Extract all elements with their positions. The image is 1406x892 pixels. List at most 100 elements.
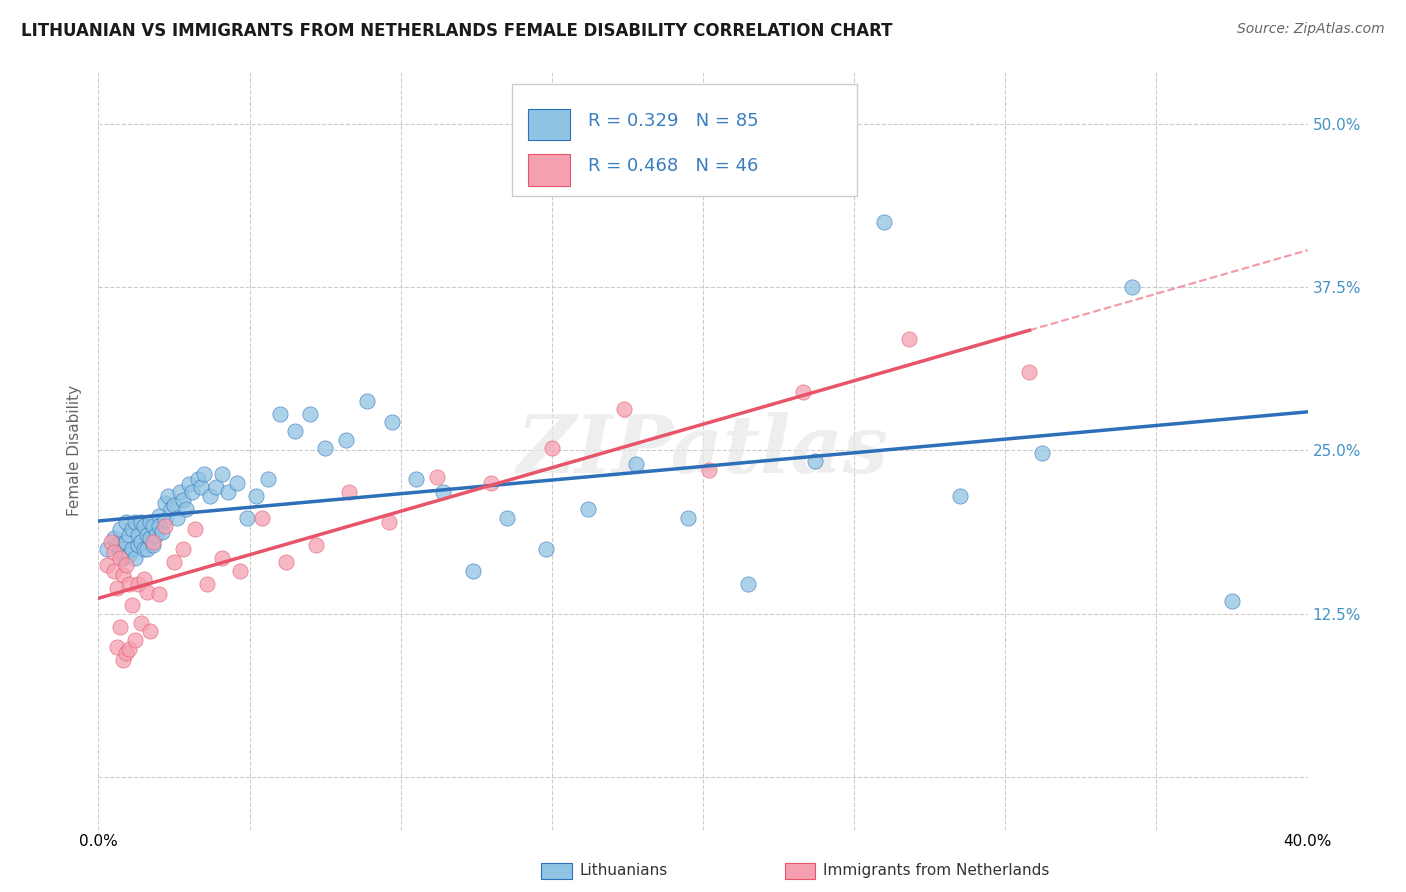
Point [169, 485, 191, 500]
Point [139, 516, 162, 530]
Point [534, 541, 557, 556]
Point [335, 433, 357, 447]
Point [172, 493, 194, 508]
Point [613, 401, 636, 416]
Point [200, 489, 222, 503]
Point [153, 513, 176, 527]
Point [195, 576, 218, 591]
Point [226, 476, 249, 491]
Point [129, 535, 152, 549]
Point [118, 642, 141, 657]
Point [132, 541, 155, 556]
Point [163, 555, 186, 569]
Point [121, 522, 143, 536]
Point [148, 519, 170, 533]
Point [190, 480, 212, 494]
Point [124, 633, 146, 648]
Point [432, 485, 454, 500]
Point [873, 215, 896, 229]
Point [121, 541, 143, 556]
Point [229, 564, 252, 578]
Text: Lithuanians: Lithuanians [579, 863, 668, 878]
Point [150, 524, 173, 539]
Point [105, 640, 128, 654]
Text: Source: ZipAtlas.com: Source: ZipAtlas.com [1237, 22, 1385, 37]
Point [148, 508, 170, 523]
Point [1031, 446, 1053, 460]
Point [135, 541, 157, 556]
Point [166, 511, 188, 525]
Point [127, 528, 149, 542]
Point [314, 441, 336, 455]
Point [299, 407, 322, 421]
Point [481, 476, 503, 491]
Text: ZIPatlas: ZIPatlas [517, 412, 889, 489]
Point [697, 463, 720, 477]
Point [405, 472, 427, 486]
Text: LITHUANIAN VS IMMIGRANTS FROM NETHERLANDS FEMALE DISABILITY CORRELATION CHART: LITHUANIAN VS IMMIGRANTS FROM NETHERLAND… [21, 22, 893, 40]
Point [118, 528, 141, 542]
Point [135, 584, 157, 599]
Point [124, 550, 146, 565]
Point [111, 550, 134, 565]
Point [108, 620, 131, 634]
Point [949, 489, 972, 503]
Point [114, 558, 136, 573]
Point [114, 646, 136, 660]
Point [737, 576, 759, 591]
Point [540, 441, 562, 455]
Point [118, 548, 141, 562]
Point [118, 576, 141, 591]
Point [142, 519, 165, 533]
Point [193, 467, 215, 481]
Point [114, 535, 136, 549]
Point [132, 572, 155, 586]
Point [337, 485, 360, 500]
Point [897, 332, 920, 346]
Point [153, 496, 176, 510]
Point [108, 545, 131, 559]
Point [181, 485, 204, 500]
Point [111, 567, 134, 582]
Point [205, 480, 228, 494]
Point [676, 511, 699, 525]
Point [145, 528, 167, 542]
Point [96, 558, 118, 573]
Point [111, 652, 134, 666]
Point [184, 522, 207, 536]
Point [163, 499, 186, 513]
Point [111, 541, 134, 556]
Point [103, 531, 125, 545]
Point [172, 541, 194, 556]
Point [108, 550, 131, 565]
Point [495, 511, 517, 525]
Point [142, 535, 165, 549]
Point [142, 538, 165, 552]
Point [381, 415, 404, 429]
Point [179, 477, 201, 491]
FancyBboxPatch shape [512, 84, 856, 196]
Point [377, 516, 399, 530]
Point [139, 624, 162, 638]
Point [129, 615, 152, 630]
FancyBboxPatch shape [527, 109, 569, 140]
Point [187, 472, 209, 486]
Y-axis label: Female Disability: Female Disability [67, 384, 83, 516]
Point [217, 485, 239, 500]
Point [129, 516, 152, 530]
Point [153, 519, 176, 533]
Point [626, 457, 648, 471]
Point [127, 538, 149, 552]
Point [274, 555, 297, 569]
Point [96, 541, 118, 556]
Point [105, 581, 128, 595]
Point [792, 384, 814, 399]
Point [174, 502, 197, 516]
Point [245, 489, 267, 503]
Point [132, 519, 155, 533]
Point [139, 531, 162, 545]
Point [211, 467, 233, 481]
Point [135, 528, 157, 542]
Point [356, 393, 378, 408]
Point [156, 489, 179, 503]
